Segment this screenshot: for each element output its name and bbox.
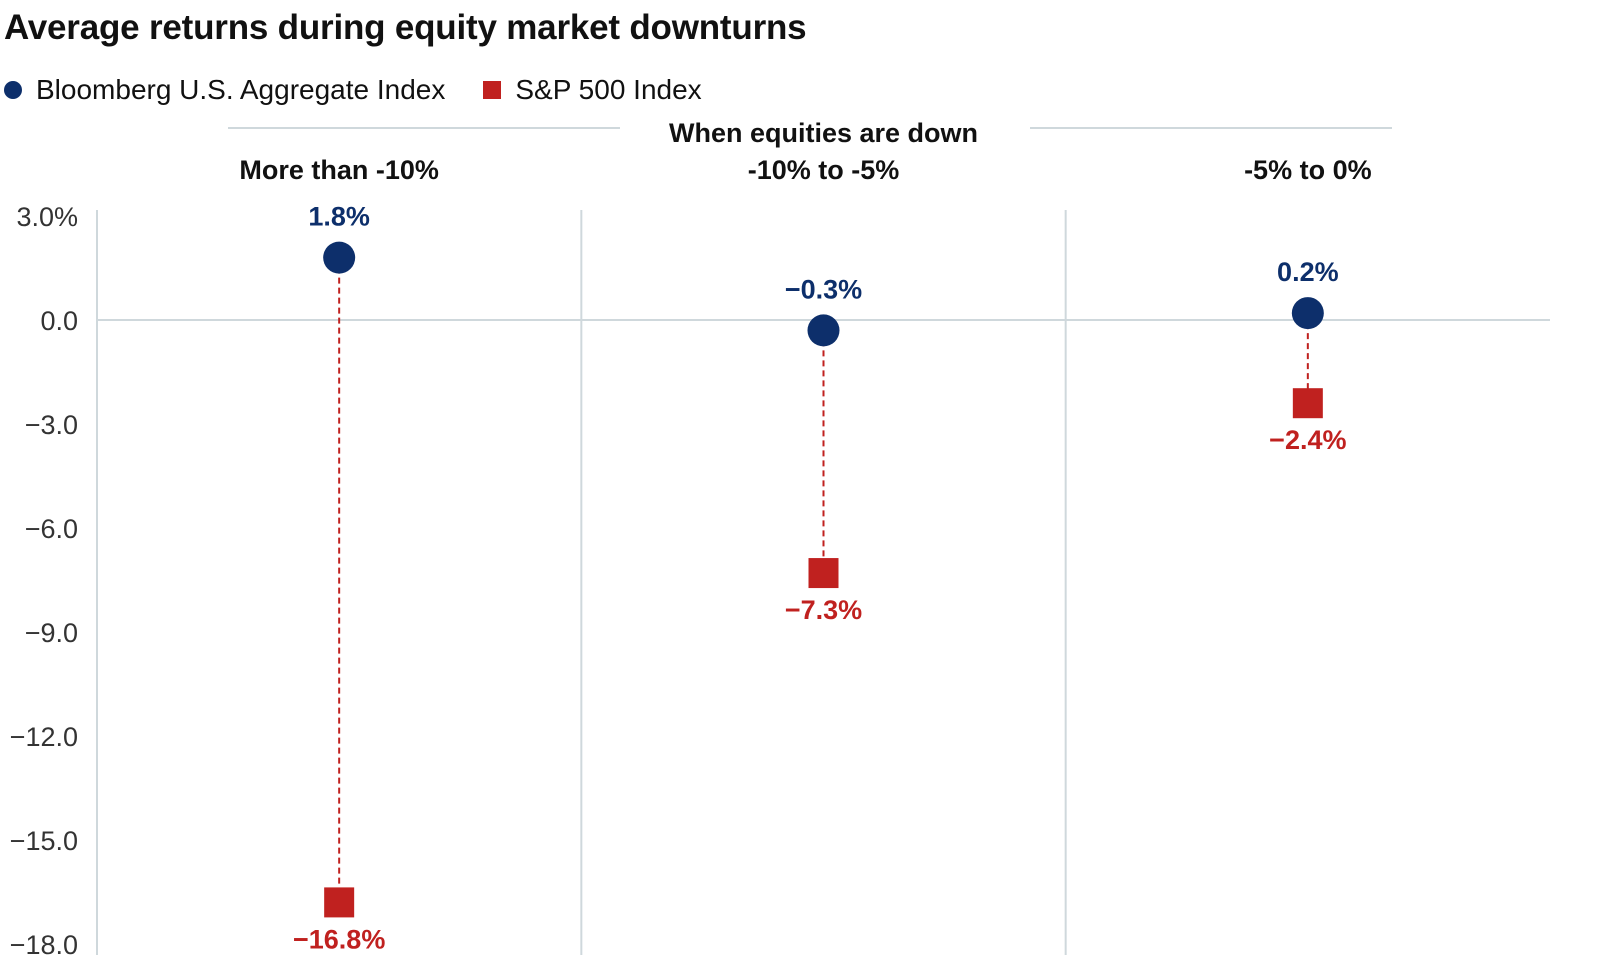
legend-item-aggregate: Bloomberg U.S. Aggregate Index	[4, 74, 445, 106]
legend-item-sp500: S&P 500 Index	[483, 74, 702, 106]
y-tick-label: 0.0	[40, 306, 78, 336]
y-tick-label: 3.0%	[16, 202, 78, 232]
aggregate-marker	[1291, 297, 1324, 330]
aggregate-data-label: 0.2%	[1277, 257, 1339, 287]
y-tick-label: −12.0	[10, 722, 78, 752]
legend-label-aggregate: Bloomberg U.S. Aggregate Index	[36, 74, 446, 105]
aggregate-data-label: 1.8%	[308, 202, 370, 232]
y-tick-label: −15.0	[10, 826, 78, 856]
legend: Bloomberg U.S. Aggregate Index S&P 500 I…	[4, 72, 740, 108]
sp500-marker	[324, 887, 355, 918]
group-label: When equities are down	[669, 118, 978, 148]
category-label: -5% to 0%	[1244, 155, 1372, 185]
y-tick-label: −18.0	[10, 930, 78, 960]
chart-title: Average returns during equity market dow…	[4, 8, 807, 47]
legend-label-sp500: S&P 500 Index	[515, 74, 702, 105]
aggregate-marker	[807, 314, 840, 347]
sp500-marker	[808, 558, 839, 589]
sp500-marker	[1292, 388, 1323, 419]
legend-square-icon	[483, 81, 502, 99]
sp500-data-label: −2.4%	[1269, 425, 1346, 455]
y-tick-label: −9.0	[25, 618, 78, 648]
category-label: More than -10%	[239, 155, 439, 185]
aggregate-marker	[323, 241, 356, 274]
sp500-data-label: −7.3%	[785, 595, 862, 625]
aggregate-data-label: −0.3%	[785, 274, 862, 304]
sp500-data-label: −16.8%	[293, 924, 385, 954]
y-tick-label: −6.0	[25, 514, 78, 544]
legend-circle-icon	[4, 81, 22, 99]
y-tick-label: −3.0	[25, 410, 78, 440]
category-label: -10% to -5%	[748, 155, 900, 185]
